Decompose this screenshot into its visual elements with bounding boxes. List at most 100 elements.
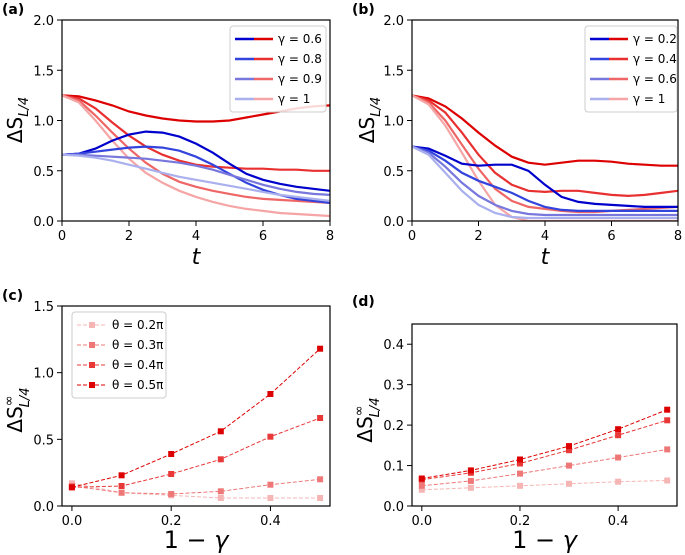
legend-box [584, 25, 678, 113]
y-axis-label: ΔSL/4 [355, 97, 384, 143]
legend-label: θ = 0.4π [112, 358, 163, 372]
series-3-marker-5 [317, 345, 324, 352]
legend-swatch-marker [89, 342, 95, 348]
y-tick-label: 1.0 [33, 115, 54, 130]
series-2-marker-2 [168, 471, 175, 477]
x-tick-label: 4 [541, 229, 549, 244]
axes-frame [411, 323, 678, 507]
y-axis-label-main: ΔS [355, 117, 379, 143]
panel-c: 0.0 0.2 0.4 0.0 0.5 1.0 1.5 (c) 1 − γ ΔS∞L/4 θ = 0… [2, 288, 331, 554]
series-3-marker-1 [118, 472, 125, 479]
x-tick-label: 0.2 [510, 514, 531, 529]
y-axis-label: ΔS∞L/4 [2, 387, 33, 432]
series-1-marker-4 [615, 454, 622, 461]
series-0-marker-0 [418, 486, 425, 493]
y-axis-label-sub: L/4 [18, 387, 33, 407]
series-line-2 [71, 417, 321, 488]
series-1-marker-3 [217, 488, 224, 495]
x-tick-label: 2 [125, 229, 133, 244]
y-axis-label-sup: ∞ [352, 405, 367, 416]
series-3-marker-4 [615, 426, 622, 433]
x-axis-label: 1 − γ [164, 526, 231, 554]
legend-label: γ = 1 [278, 92, 310, 106]
series-line-3 [71, 348, 321, 488]
series-3-marker-1 [467, 467, 474, 474]
x-tick-label: 8 [326, 229, 334, 244]
series-line-2 [62, 94, 330, 204]
y-axis-label-main: ΔS [3, 117, 27, 143]
series-line-6 [412, 145, 678, 217]
plot-area [62, 94, 330, 218]
series-1-marker-1 [467, 477, 474, 484]
y-tick-label: 0.0 [33, 500, 54, 515]
y-tick-label: 0.5 [383, 165, 404, 180]
x-tick-label: 4 [192, 229, 200, 244]
series-2-marker-3 [566, 447, 572, 454]
y-tick-label: 2.0 [383, 14, 404, 29]
x-tick-label: 0.2 [161, 514, 182, 529]
series-line-2 [421, 419, 668, 481]
series-line-3 [412, 94, 678, 221]
y-axis-label-sub: L/4 [368, 397, 383, 417]
legend-label: γ = 0.2 [633, 32, 677, 46]
series-3-marker-2 [168, 451, 175, 457]
x-tick-label: 2 [474, 229, 482, 244]
series-0-marker-2 [517, 482, 523, 489]
y-axis-label-main: ΔS [3, 406, 27, 432]
legend-label: γ = 1 [633, 92, 665, 106]
panel-label: (a) [2, 2, 24, 18]
x-axis-label-var: γ [563, 526, 579, 554]
series-line-2 [412, 94, 678, 214]
axes-frame [61, 305, 331, 507]
series-0-marker-3 [566, 480, 572, 487]
y-tick-label: 0.5 [33, 165, 54, 180]
y-tick-label: 1.0 [33, 367, 54, 382]
y-axis-label-main: ΔS [353, 416, 377, 442]
legend-swatch-marker [89, 362, 95, 368]
series-3-marker-0 [68, 484, 75, 491]
series-line-4 [412, 145, 678, 208]
panel-label: (d) [352, 294, 375, 310]
y-tick-label: 1.5 [383, 64, 404, 79]
x-axis-label-main: 1 − [512, 526, 563, 554]
y-axis-label: ΔSL/4 [3, 97, 32, 143]
x-tick-label: 6 [259, 229, 267, 244]
legend-box [229, 25, 327, 113]
legend-box [71, 311, 167, 399]
series-line-3 [421, 409, 668, 479]
series-line-1 [421, 448, 668, 487]
series-1-marker-5 [317, 476, 324, 483]
series-line-1 [412, 94, 678, 198]
series-line-0 [71, 482, 321, 499]
x-tick-label: 8 [674, 229, 682, 244]
y-tick-label: 0.3 [383, 379, 404, 394]
y-axis-label-sub: L/4 [369, 97, 384, 117]
series-2-marker-5 [664, 417, 671, 424]
series-line-0 [412, 94, 678, 167]
panel-label: (c) [2, 288, 23, 304]
series-1-marker-1 [118, 489, 125, 496]
series-line-7 [412, 145, 678, 220]
series-2-marker-4 [615, 432, 622, 439]
panel-d: 0.0 0.2 0.4 0.0 0.1 0.2 0.3 0.4 (d) 1 − γ ΔS∞L/4 [352, 294, 678, 554]
legend: γ = 0.2 γ = 0.4 γ = 0.6 γ = 1 [584, 25, 678, 113]
y-axis-label: ΔS∞L/4 [352, 397, 383, 442]
series-0-marker-4 [267, 495, 274, 501]
series-line-0 [421, 480, 668, 491]
series-line-4 [62, 130, 330, 192]
x-axis-label: t [541, 245, 551, 270]
x-axis-label-main: 1 − [164, 526, 215, 554]
y-axis-label-sup: ∞ [2, 395, 17, 406]
series-2-marker-3 [217, 456, 224, 463]
y-tick-label: 1.5 [33, 300, 54, 315]
series-1-marker-4 [267, 481, 274, 488]
legend-label: γ = 0.6 [633, 72, 677, 86]
x-tick-label: 0.0 [62, 514, 83, 529]
y-tick-label: 1.5 [33, 64, 54, 79]
series-3-marker-3 [566, 443, 572, 450]
legend-swatch-marker [89, 382, 95, 388]
x-tick-label: 0 [58, 229, 66, 244]
series-line-7 [62, 153, 330, 202]
series-3-marker-2 [517, 456, 523, 463]
x-tick-label: 0.0 [411, 514, 432, 529]
